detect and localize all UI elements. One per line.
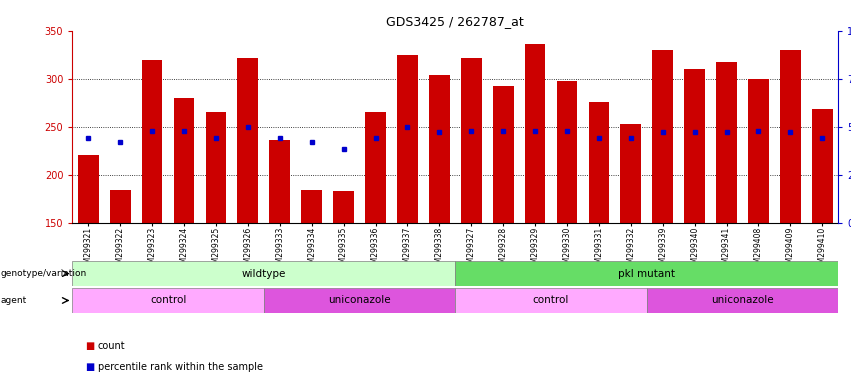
Bar xyxy=(748,79,768,223)
Text: count: count xyxy=(98,341,125,351)
Text: ■: ■ xyxy=(85,341,94,351)
Text: wildtype: wildtype xyxy=(242,268,286,279)
Bar xyxy=(780,50,801,223)
Bar xyxy=(429,75,449,223)
Text: control: control xyxy=(533,295,569,306)
Text: pkl mutant: pkl mutant xyxy=(619,268,675,279)
Bar xyxy=(110,190,130,223)
Bar xyxy=(78,155,99,223)
Text: genotype/variation: genotype/variation xyxy=(1,269,87,278)
Bar xyxy=(206,113,226,223)
Text: agent: agent xyxy=(1,296,27,305)
Bar xyxy=(717,63,737,223)
Bar xyxy=(525,44,545,223)
Bar xyxy=(142,60,163,223)
Bar xyxy=(620,124,641,223)
Bar xyxy=(647,288,838,313)
Bar xyxy=(264,288,455,313)
Bar xyxy=(365,113,386,223)
Bar xyxy=(270,140,290,223)
Bar xyxy=(397,55,418,223)
Bar xyxy=(455,288,647,313)
Bar xyxy=(653,50,673,223)
Bar xyxy=(493,86,513,223)
Text: uniconazole: uniconazole xyxy=(711,295,774,306)
Bar xyxy=(589,102,609,223)
Title: GDS3425 / 262787_at: GDS3425 / 262787_at xyxy=(386,15,524,28)
Text: uniconazole: uniconazole xyxy=(328,295,391,306)
Bar xyxy=(301,190,322,223)
Text: control: control xyxy=(150,295,186,306)
Bar xyxy=(334,191,354,223)
Bar xyxy=(557,81,577,223)
Text: percentile rank within the sample: percentile rank within the sample xyxy=(98,362,263,372)
Bar xyxy=(237,58,258,223)
Bar xyxy=(812,109,832,223)
Bar xyxy=(174,98,194,223)
Bar xyxy=(72,261,455,286)
Text: ■: ■ xyxy=(85,362,94,372)
Bar xyxy=(72,288,264,313)
Bar xyxy=(455,261,838,286)
Bar xyxy=(684,69,705,223)
Bar xyxy=(461,58,482,223)
